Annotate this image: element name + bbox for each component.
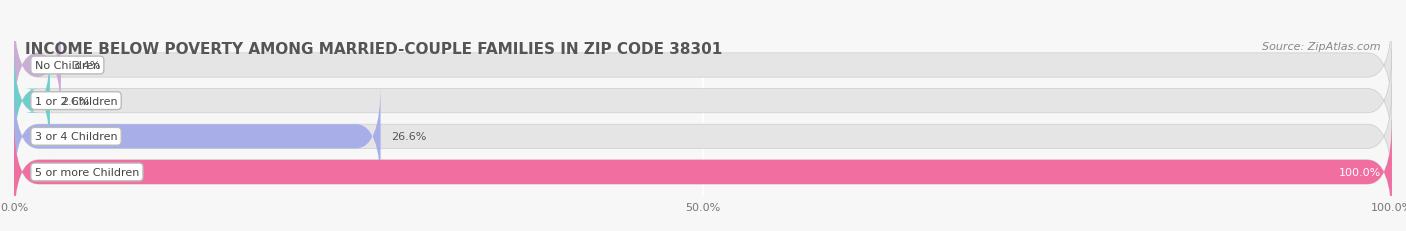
Text: 5 or more Children: 5 or more Children (35, 167, 139, 177)
Text: 1 or 2 Children: 1 or 2 Children (35, 96, 117, 106)
Text: 3.4%: 3.4% (72, 61, 100, 71)
FancyBboxPatch shape (14, 85, 1392, 188)
FancyBboxPatch shape (14, 14, 60, 118)
FancyBboxPatch shape (14, 49, 1392, 153)
FancyBboxPatch shape (14, 14, 1392, 118)
Text: No Children: No Children (35, 61, 100, 71)
Text: 2.6%: 2.6% (60, 96, 90, 106)
Text: Source: ZipAtlas.com: Source: ZipAtlas.com (1263, 42, 1381, 52)
Text: INCOME BELOW POVERTY AMONG MARRIED-COUPLE FAMILIES IN ZIP CODE 38301: INCOME BELOW POVERTY AMONG MARRIED-COUPL… (25, 42, 723, 57)
FancyBboxPatch shape (14, 120, 1392, 224)
FancyBboxPatch shape (14, 85, 381, 188)
Text: 3 or 4 Children: 3 or 4 Children (35, 132, 117, 142)
FancyBboxPatch shape (14, 120, 1392, 224)
Text: 26.6%: 26.6% (392, 132, 427, 142)
Text: 100.0%: 100.0% (1339, 167, 1381, 177)
FancyBboxPatch shape (14, 49, 49, 153)
